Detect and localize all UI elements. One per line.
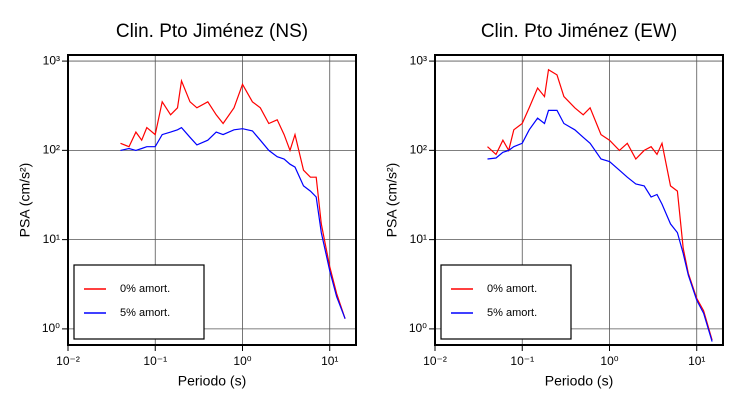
y-tick-label: 10⁰ [409,321,427,335]
x-tick-label: 10⁻¹ [143,354,167,368]
x-tick-label: 10⁰ [233,354,251,368]
y-axis-label: PSA (cm/s²) [384,163,400,238]
y-tick-label: 10³ [43,53,60,67]
series-line [120,126,346,319]
y-tick-label: 10² [43,143,60,157]
x-tick-label: 10¹ [688,354,705,368]
y-axis-label: PSA (cm/s²) [17,163,33,238]
x-tick-label: 10⁰ [600,354,618,368]
legend-label: 0% amort. [487,283,537,295]
plot-frame [434,54,724,346]
legend-label: 5% amort. [120,307,170,319]
series-line [487,68,713,341]
y-tick-label: 10¹ [43,232,60,246]
x-tick-label: 10¹ [321,354,338,368]
x-tick-label: 10⁻² [423,354,447,368]
y-tick-label: 10³ [410,53,427,67]
series-line [487,109,713,342]
x-tick-label: 10⁻² [56,354,80,368]
plot-frame [67,54,357,346]
x-axis-label: Periodo (s) [545,373,613,389]
y-tick-label: 10² [410,143,427,157]
chart-title: Clin. Pto Jiménez (NS) [116,21,308,42]
chart-title: Clin. Pto Jiménez (EW) [481,21,677,42]
series-line [120,78,346,319]
legend-box [73,264,205,340]
legend-label: 5% amort. [487,307,537,319]
legend-label: 0% amort. [120,283,170,295]
y-tick-label: 10¹ [410,232,427,246]
legend-box [440,264,572,340]
x-axis-label: Periodo (s) [178,373,246,389]
x-tick-label: 10⁻¹ [510,354,534,368]
y-tick-label: 10⁰ [42,321,60,335]
